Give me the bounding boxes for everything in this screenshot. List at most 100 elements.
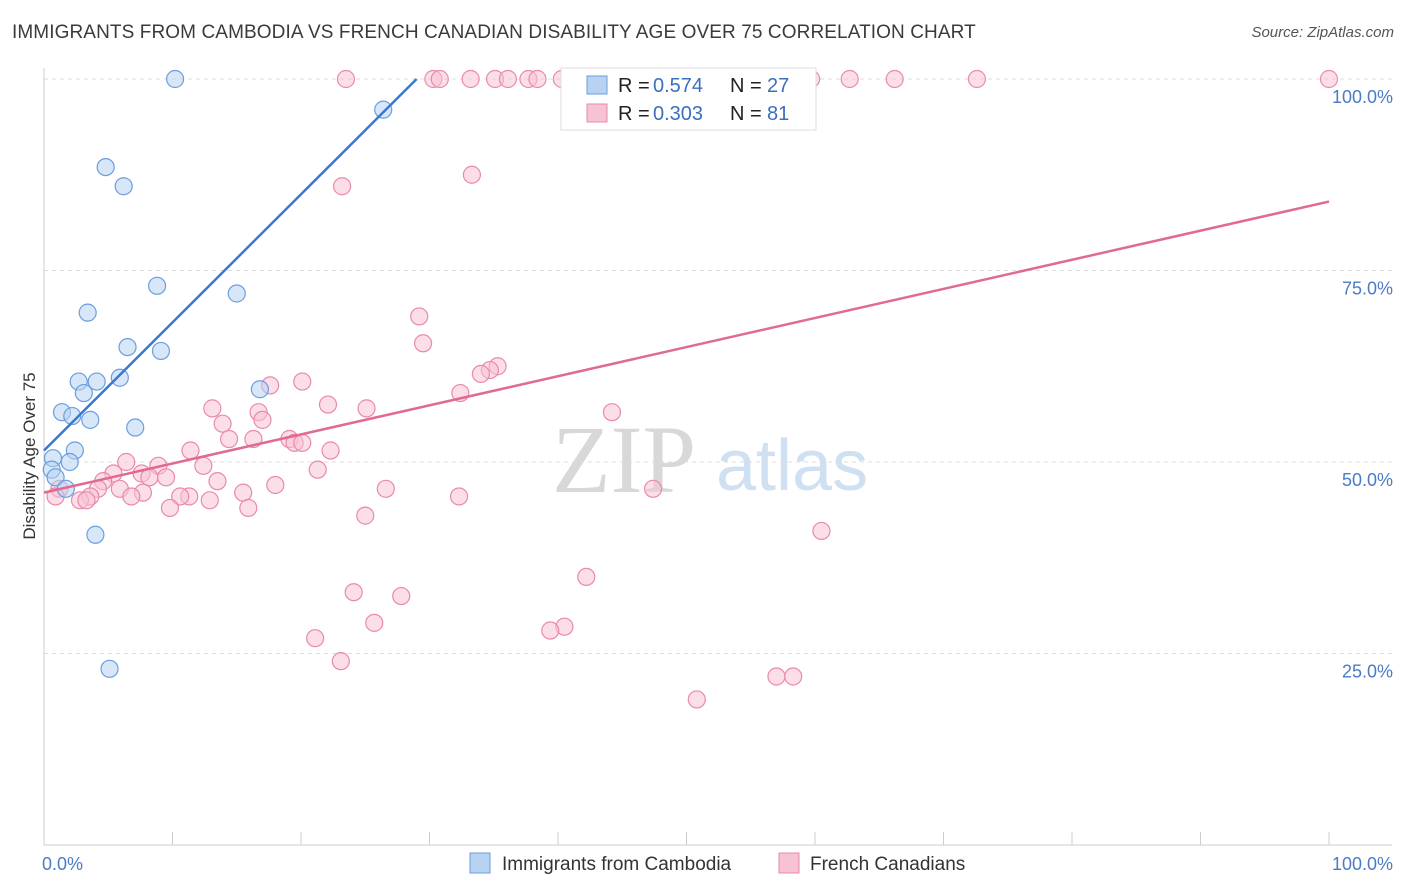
y-tick-label-100: 100.0% <box>1332 87 1393 107</box>
french-canadians-point-54 <box>266 475 285 495</box>
french-canadians-point-71 <box>643 479 663 498</box>
legend-n-label-pink: N = <box>730 103 762 125</box>
french-canadians-point-46 <box>117 452 136 472</box>
french-canadians-trend-line <box>43 200 1330 494</box>
french-canadians-points <box>46 69 1339 709</box>
cambodia-point-24 <box>86 525 105 544</box>
cambodia-point-11 <box>110 368 129 387</box>
cambodia-point-6 <box>78 303 97 322</box>
series-legend-swatch-french <box>778 852 800 874</box>
french-canadians-point-64 <box>122 487 141 506</box>
french-canadians-point-3 <box>461 69 480 89</box>
french-canadians-point-19 <box>885 69 904 89</box>
chart-title: IMMIGRANTS FROM CAMBODIA VS FRENCH CANAD… <box>12 22 976 43</box>
french-canadians-point-77 <box>577 567 596 587</box>
legend-r-label-pink: R = <box>618 103 650 125</box>
cambodia-point-20 <box>60 452 79 472</box>
legend-n-label-blue: N = <box>730 75 762 97</box>
french-canadians-point-37 <box>253 410 272 429</box>
series-legend-swatch-cambodia <box>469 852 491 874</box>
watermark-zip: ZIP <box>552 406 696 513</box>
cambodia-point-3 <box>114 177 133 196</box>
cambodia-point-17 <box>126 418 145 437</box>
cambodia-point-8 <box>151 341 171 361</box>
french-canadians-point-51 <box>156 468 176 487</box>
french-canadians-point-20 <box>967 69 987 89</box>
cambodia-point-5 <box>227 284 246 303</box>
series-legend: Immigrants from Cambodia French Canadian… <box>469 852 965 875</box>
french-canadians-point-69 <box>376 479 395 498</box>
y-tick-label-75: 75.0% <box>1342 279 1393 299</box>
watermark-atlas: atlas <box>716 426 868 506</box>
french-canadians-point-82 <box>541 621 560 640</box>
cambodia-point-1 <box>374 100 393 119</box>
series-legend-label-cambodia: Immigrants from Cambodia <box>502 854 732 875</box>
french-canadians-point-22 <box>462 165 482 184</box>
french-canadians-point-86 <box>767 667 786 686</box>
french-canadians-point-5 <box>498 69 517 89</box>
french-canadians-point-35 <box>203 399 222 418</box>
french-canadians-point-85 <box>784 667 803 686</box>
french-canadians-point-72 <box>200 491 219 510</box>
french-canadians-point-74 <box>239 498 258 518</box>
french-canadians-point-24 <box>410 307 429 326</box>
cambodia-point-25 <box>100 659 119 678</box>
french-canadians-point-38 <box>213 414 232 433</box>
legend-r-value-pink: 0.303 <box>653 103 703 125</box>
french-canadians-point-68 <box>234 483 253 502</box>
french-canadians-point-43 <box>293 433 312 452</box>
french-canadians-point-45 <box>321 441 340 460</box>
cambodia-point-12 <box>74 383 93 403</box>
legend-swatch-blue <box>586 75 608 95</box>
french-canadians-point-56 <box>308 460 327 479</box>
french-canadians-point-76 <box>812 521 831 541</box>
french-canadians-point-33 <box>357 399 376 418</box>
cambodia-point-4 <box>147 276 167 295</box>
french-canadians-point-83 <box>306 629 325 648</box>
cambodia-point-16 <box>81 410 100 429</box>
french-canadians-point-73 <box>160 498 180 518</box>
french-canadians-point-39 <box>219 429 239 449</box>
french-canadians-point-32 <box>318 395 338 414</box>
x-axis-ticks <box>43 832 1330 845</box>
french-canadians-point-55 <box>208 472 227 491</box>
french-canadians-point-2 <box>430 69 449 89</box>
x-tick-label-0: 0.0% <box>42 854 83 874</box>
cambodia-points <box>42 69 393 678</box>
french-canadians-point-7 <box>528 69 547 89</box>
stats-legend: R = 0.574 N = 27 R = 0.303 N = 81 <box>560 67 817 131</box>
y-tick-label-50: 50.0% <box>1342 470 1393 490</box>
legend-r-label-blue: R = <box>618 75 650 97</box>
cambodia-point-13 <box>250 380 269 399</box>
legend-n-value-blue: 27 <box>767 75 789 97</box>
french-canadians-point-29 <box>293 372 312 391</box>
french-canadians-point-75 <box>356 506 375 525</box>
x-tick-label-100: 100.0% <box>1332 854 1393 874</box>
legend-swatch-pink <box>586 103 608 123</box>
y-tick-labels: 25.0% 50.0% 75.0% 100.0% <box>1332 87 1393 682</box>
y-tick-label-25: 25.0% <box>1342 662 1393 682</box>
cambodia-point-15 <box>63 406 82 426</box>
french-canadians-point-34 <box>602 403 622 422</box>
legend-n-value-pink: 81 <box>767 103 789 125</box>
french-canadians-point-78 <box>344 583 363 602</box>
cambodia-point-0 <box>165 69 185 89</box>
french-canadians-point-70 <box>449 487 469 506</box>
cambodia-point-7 <box>118 338 137 357</box>
cambodia-point-10 <box>87 372 106 391</box>
french-canadians-point-28 <box>471 364 490 384</box>
gridlines <box>44 78 1392 654</box>
french-canadians-point-23 <box>333 177 352 196</box>
french-canadians-point-44 <box>181 441 200 460</box>
french-canadians-point-84 <box>331 652 350 671</box>
cambodia-trend-line <box>43 78 418 452</box>
source-note: Source: ZipAtlas.com <box>1251 24 1394 41</box>
french-canadians-point-48 <box>194 456 213 475</box>
french-canadians-point-63 <box>171 487 190 506</box>
y-axis-title: Disability Age Over 75 <box>20 372 39 539</box>
series-legend-label-french: French Canadians <box>810 854 965 875</box>
cambodia-point-22 <box>46 468 65 487</box>
legend-r-value-blue: 0.574 <box>653 75 703 97</box>
french-canadians-point-80 <box>365 613 384 632</box>
